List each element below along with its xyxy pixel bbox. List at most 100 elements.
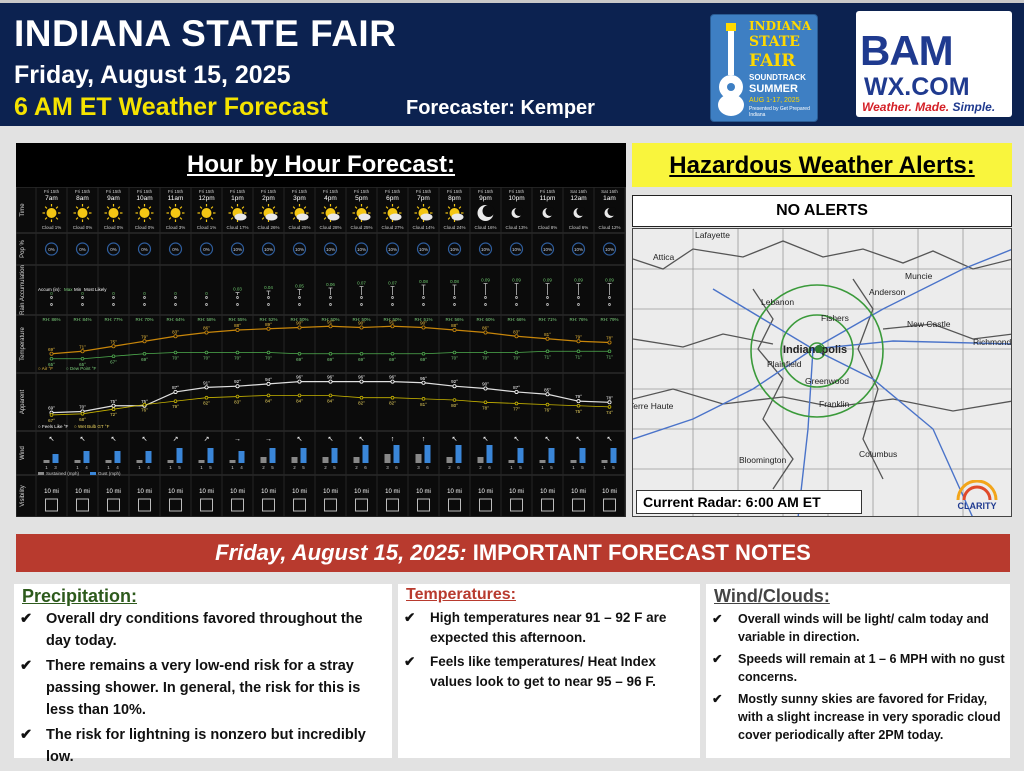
row-label: Temperature (20, 326, 26, 360)
cloud-cover: Cloud 16% (474, 225, 496, 230)
wind-direction-icon: ↖ (111, 436, 117, 443)
list-item: The risk for lightning is nonzero but in… (20, 724, 386, 768)
visibility-checkbox (293, 498, 306, 512)
feels-like-point (483, 386, 488, 391)
gust-bar (517, 448, 524, 463)
visibility-value: 10 mi (261, 489, 276, 495)
pop-ring (571, 242, 586, 256)
relative-humidity: RH: 84% (73, 317, 91, 322)
radar-map[interactable]: Lafayette Attica Muncie Anderson Lebanon… (632, 228, 1012, 517)
visibility-checkbox (541, 498, 554, 512)
wbgt-value: 76° (544, 408, 551, 413)
wbgt-point (359, 395, 364, 400)
fair-logo-line2: STATE (749, 34, 800, 50)
wbgt-value: 74° (606, 410, 613, 415)
row-label: Time (20, 203, 26, 217)
wind-direction-icon: ↖ (297, 436, 303, 443)
relative-humidity: RH: 51% (414, 317, 432, 322)
cloud-cover: Cloud 0% (104, 225, 124, 230)
pop-value: 0% (79, 247, 86, 252)
air-temp-point (142, 339, 147, 344)
sustained-value: 1 (510, 465, 513, 470)
air-temp-value: 88° (451, 323, 458, 328)
feels-like-point (607, 400, 612, 405)
city-label: Terre Haute (633, 401, 674, 411)
hour-time: 7am (45, 195, 58, 202)
air-temp-value: 83° (513, 329, 520, 334)
relative-humidity: RH: 58% (197, 317, 215, 322)
rain-likely: 0 (360, 302, 363, 307)
wbgt-value: 77° (513, 406, 520, 411)
cloud-cover: Cloud 0% (135, 225, 155, 230)
city-label: Attica (653, 252, 675, 262)
gust-bar (269, 448, 276, 463)
sustained-value: 1 (107, 465, 110, 470)
air-temp-value: 83° (172, 329, 179, 334)
sustained-value: 1 (572, 465, 575, 470)
forecaster-name: Forecaster: Kemper (406, 97, 595, 119)
pop-ring (199, 242, 214, 256)
pop-ring (44, 242, 59, 256)
visibility-checkbox (231, 498, 244, 512)
list-item: Feels like temperatures/ Heat Index valu… (404, 652, 694, 692)
dew-point-value: 69° (420, 357, 427, 362)
row-label: Rain Accumulation (20, 265, 26, 315)
temp-legend-air: ○ Air °F (38, 366, 53, 371)
rain-max: 0.09 (512, 278, 521, 283)
sustained-bar (570, 460, 577, 463)
rain-max: 0.09 (605, 278, 614, 283)
pop-value: 10% (574, 247, 583, 252)
relative-humidity: RH: 64% (166, 317, 184, 322)
cloud-cover: Cloud 12% (598, 225, 620, 230)
accum-legend-max: Max (64, 287, 73, 292)
wbgt-value: 75° (575, 409, 582, 414)
gust-bar (486, 445, 493, 463)
sun-icon (42, 204, 61, 222)
list-item: High temperatures near 91 – 92 F are exp… (404, 608, 694, 648)
bamwx-logo-tagline: Weather. Made. Simple. (862, 100, 996, 114)
rain-max: 0.05 (295, 284, 304, 289)
list-item: There remains a very low-end risk for a … (20, 655, 386, 721)
sustained-bar (43, 460, 50, 463)
rain-likely: 0 (546, 302, 549, 307)
wind-direction-icon: ↑ (391, 436, 395, 443)
feels-like-value: 96° (358, 375, 365, 380)
hour-day: Fri 15th (416, 189, 432, 194)
relative-humidity: RH: 71% (538, 317, 556, 322)
rain-likely: 0 (329, 302, 332, 307)
partly-sunny-icon (259, 204, 278, 222)
gust-bar (610, 448, 617, 463)
wbgt-value: 80° (451, 403, 458, 408)
feels-like-value: 96° (327, 375, 334, 380)
rain-max: 0.09 (481, 278, 490, 283)
hour-day: Fri 15th (540, 189, 556, 194)
gust-value: 5 (302, 465, 305, 470)
gust-bar (548, 448, 555, 463)
wbgt-point (80, 412, 85, 416)
visibility-value: 10 mi (292, 489, 307, 495)
gust-value: 4 (240, 465, 243, 470)
gust-bar (331, 448, 338, 463)
air-temp-value: 89° (265, 322, 272, 327)
sustained-value: 3 (386, 465, 389, 470)
wbgt-value: 84° (265, 398, 272, 403)
air-temp-point (328, 324, 333, 329)
sustained-value: 1 (231, 465, 234, 470)
visibility-checkbox (448, 498, 461, 512)
air-temp-value: 91° (327, 319, 334, 324)
rain-likely: 0 (484, 302, 487, 307)
wbgt-value: 82° (203, 401, 210, 406)
feels-like-value: 70° (79, 405, 86, 410)
pop-value: 0% (110, 247, 117, 252)
dew-point-value: 69° (327, 357, 334, 362)
city-label: Franklin (819, 399, 850, 409)
feels-like-value: 95° (420, 376, 427, 381)
wbgt-point (173, 399, 178, 403)
gust-value: 5 (519, 465, 522, 470)
visibility-value: 10 mi (571, 489, 586, 495)
rain-likely: 0 (298, 302, 301, 307)
feels-like-point (576, 399, 581, 404)
air-temp-value: 88° (234, 323, 241, 328)
air-temp-point (235, 327, 240, 332)
gust-value: 6 (364, 465, 367, 470)
